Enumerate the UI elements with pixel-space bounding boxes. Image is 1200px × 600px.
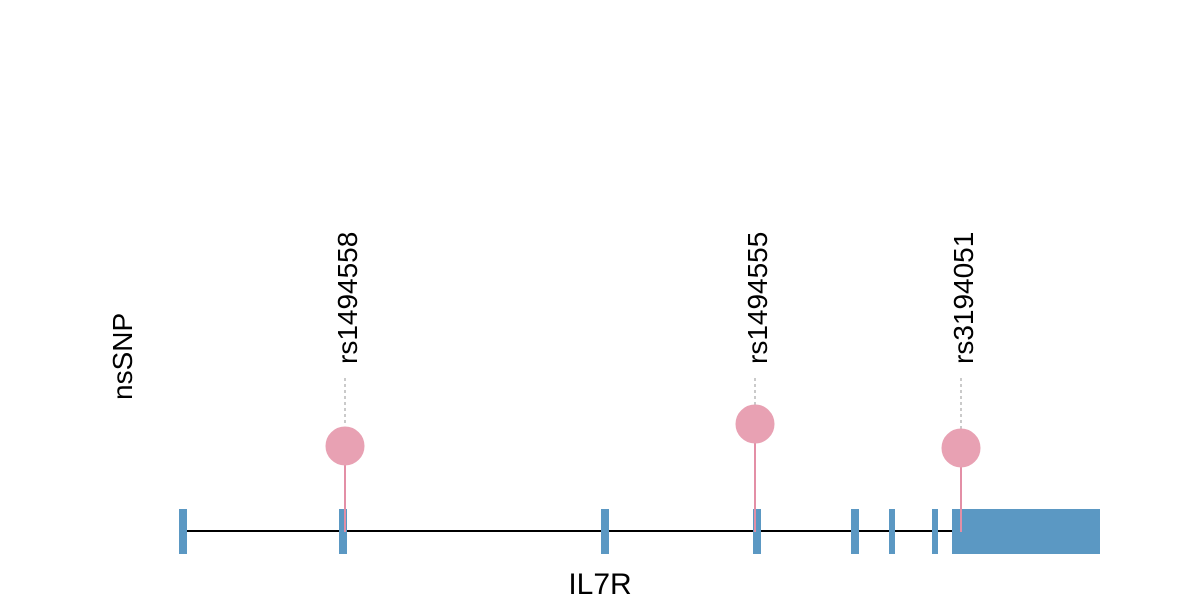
snp-head <box>325 426 365 466</box>
snp-label: rs1494555 <box>742 232 773 364</box>
snp-lollipop-2: rs1494555 <box>735 232 775 532</box>
exon-5 <box>851 509 859 554</box>
exon-2 <box>339 509 347 554</box>
snp-label: rs3194051 <box>948 232 979 364</box>
exon-6 <box>889 509 895 554</box>
exon-8-utr <box>952 509 1100 554</box>
snp-head <box>941 428 981 468</box>
exon-1 <box>179 509 187 554</box>
gene-name-label: IL7R <box>568 568 631 600</box>
snp-lollipop-3: rs3194051 <box>941 232 981 532</box>
exon-3 <box>601 509 609 554</box>
snp-label: rs1494558 <box>332 232 363 364</box>
track-label: nsSNP <box>107 313 138 400</box>
exon-4 <box>753 509 761 554</box>
exon-group <box>179 509 1100 554</box>
exon-7 <box>932 509 938 554</box>
snp-lollipop-1: rs1494558 <box>325 232 365 532</box>
snp-head <box>735 404 775 444</box>
